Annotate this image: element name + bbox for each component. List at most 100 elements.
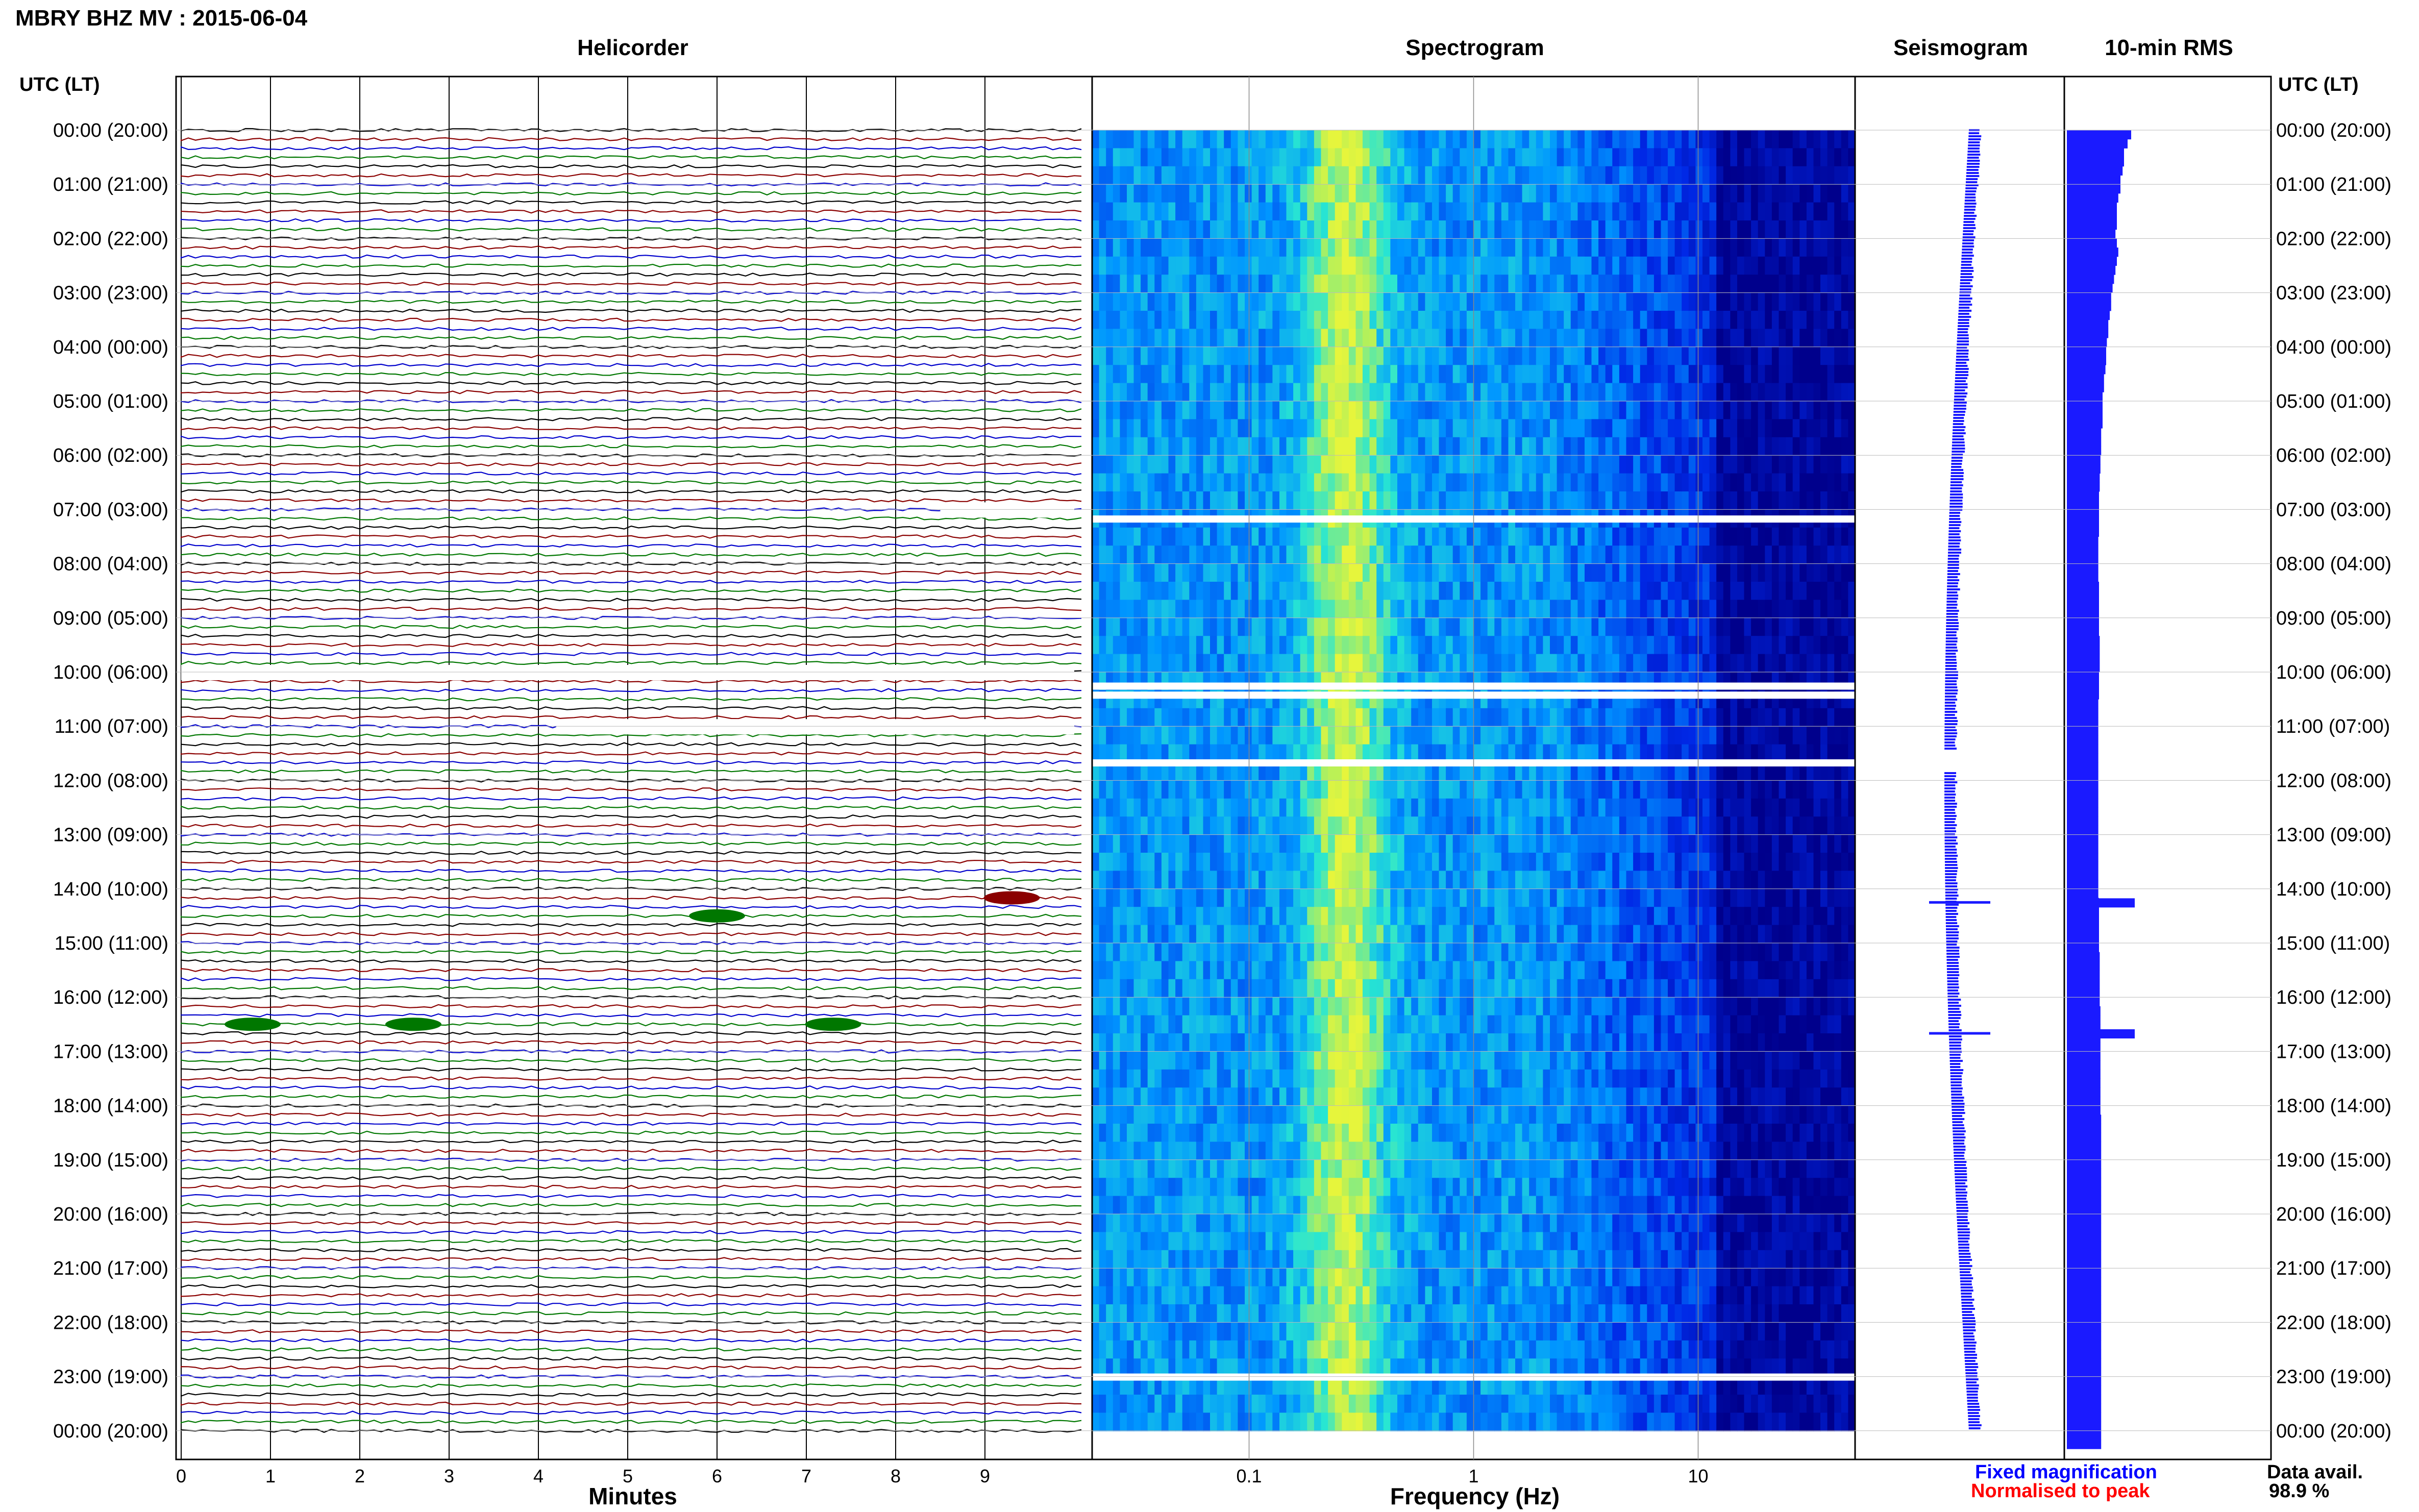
spectrogram-cell	[1210, 546, 1218, 564]
spectrogram-cell	[1487, 329, 1495, 348]
spectrogram-cell	[1522, 708, 1529, 727]
spectrogram-cell	[1425, 816, 1433, 835]
spectrogram-cell	[1258, 997, 1266, 1016]
spectrogram-cell	[1196, 527, 1204, 547]
spectrogram-cell	[1348, 816, 1356, 835]
spectrogram-cell	[1550, 582, 1558, 601]
spectrogram-cell	[1328, 1412, 1336, 1431]
spectrogram-cell	[1321, 1268, 1328, 1287]
spectrogram-cell	[1161, 1268, 1169, 1287]
spectrogram-cell	[1439, 1395, 1446, 1414]
spectrogram-cell	[1238, 346, 1245, 366]
spectrogram-cell	[1092, 636, 1100, 655]
spectrogram-cell	[1439, 148, 1446, 167]
spectrogram-cell	[1529, 275, 1537, 293]
spectrogram-cell	[1293, 563, 1301, 582]
spectrogram-cell	[1501, 383, 1509, 402]
spectrogram-cell	[1133, 654, 1141, 673]
spectrogram-cell	[1411, 1412, 1419, 1431]
spectrogram-cell	[1224, 292, 1231, 311]
spectrogram-cell	[1120, 617, 1127, 637]
spectrogram-cell	[1307, 148, 1315, 167]
spectrogram-cell	[1452, 473, 1461, 492]
spectrogram-cell	[1473, 1268, 1481, 1287]
spectrogram-cell	[1265, 329, 1273, 348]
spectrogram-cell	[1113, 907, 1121, 926]
spectrogram-cell	[1224, 130, 1231, 149]
spectrogram-cell	[1466, 853, 1474, 872]
spectrogram-cell	[1182, 943, 1190, 962]
spectrogram-cell	[1522, 202, 1529, 221]
spectrogram-cell	[1265, 1322, 1273, 1341]
spectrogram-cell	[1418, 726, 1426, 745]
spectrogram-cell	[1127, 816, 1134, 835]
spectrogram-cell	[1348, 491, 1356, 510]
spectrogram-cell	[1203, 708, 1211, 727]
spectrogram-cell	[1376, 997, 1384, 1016]
spectrogram-cell	[1348, 1412, 1356, 1431]
spectrogram-cell	[1224, 1286, 1231, 1305]
spectrogram-cell	[1342, 636, 1349, 655]
spectrogram-cell	[1314, 383, 1322, 402]
spectrogram-cell	[1120, 888, 1127, 908]
spectrogram-cell	[1335, 346, 1343, 366]
spectrogram-cell	[1522, 563, 1529, 582]
spectrogram-cell	[1397, 1015, 1405, 1034]
spectrogram-cell	[1300, 1178, 1308, 1197]
spectrogram-cell	[1196, 383, 1204, 402]
spectrogram-cell	[1342, 780, 1349, 799]
spectrogram-cell	[1106, 961, 1114, 980]
spectrogram-cell	[1335, 1124, 1343, 1143]
spectrogram-cell	[1515, 346, 1523, 366]
spectrogram-cell	[1480, 871, 1488, 889]
spectrogram-cell	[1141, 546, 1148, 564]
spectrogram-cell	[1501, 907, 1509, 926]
spectrogram-cell	[1293, 1268, 1301, 1287]
spectrogram-cell	[1203, 925, 1211, 944]
spectrogram-cell	[1543, 636, 1550, 655]
spectrogram-cell	[1265, 1159, 1273, 1179]
spectrogram-cell	[1369, 744, 1377, 763]
spectrogram-cell	[1335, 491, 1343, 510]
spectrogram-cell	[1425, 401, 1433, 420]
spectrogram-cell	[1113, 780, 1121, 799]
spectrogram-cell	[1189, 997, 1197, 1016]
spectrogram-cell	[1224, 346, 1231, 366]
spectrogram-cell	[1466, 346, 1474, 366]
spectrogram-cell	[1321, 708, 1328, 727]
spectrogram-cell	[1480, 1069, 1488, 1088]
spectrogram-cell	[1113, 1304, 1121, 1323]
spectrogram-cell	[1543, 1051, 1550, 1070]
spectrogram-cell	[1307, 1124, 1315, 1143]
spectrogram-cell	[1099, 1304, 1106, 1323]
spectrogram-cell	[1175, 853, 1183, 872]
spectrogram-cell	[1397, 997, 1405, 1016]
spectrogram-cell	[1120, 1196, 1127, 1214]
spectrogram-cell	[1307, 1087, 1315, 1106]
spectrogram-cell	[1411, 1196, 1419, 1214]
spectrogram-cell	[1550, 1196, 1558, 1214]
spectrogram-cell	[1230, 238, 1239, 257]
spectrogram-cell	[1425, 888, 1433, 908]
spectrogram-cell	[1348, 617, 1356, 637]
spectrogram-cell	[1487, 1395, 1495, 1414]
spectrogram-cell	[1314, 527, 1322, 547]
spectrogram-cell	[1099, 1214, 1106, 1233]
spectrogram-cell	[1376, 744, 1384, 763]
spectrogram-cell	[1397, 907, 1405, 926]
spectrogram-cell	[1265, 853, 1273, 872]
spectrogram-cell	[1466, 1051, 1474, 1070]
spectrogram-cell	[1113, 961, 1121, 980]
spectrogram-cell	[1383, 437, 1391, 456]
spectrogram-cell	[1355, 654, 1363, 673]
spectrogram-cell	[1397, 925, 1405, 944]
spectrogram-cell	[1494, 1322, 1502, 1341]
spectrogram-cell	[1196, 148, 1204, 167]
spectrogram-cell	[1363, 780, 1370, 799]
spectrogram-cell	[1189, 1015, 1197, 1034]
spectrogram-cell	[1536, 1033, 1544, 1052]
spectrogram-cell	[1342, 1142, 1349, 1160]
spectrogram-cell	[1217, 1124, 1224, 1143]
spectrogram-cell	[1529, 762, 1537, 781]
spectrogram-cell	[1480, 1033, 1488, 1052]
